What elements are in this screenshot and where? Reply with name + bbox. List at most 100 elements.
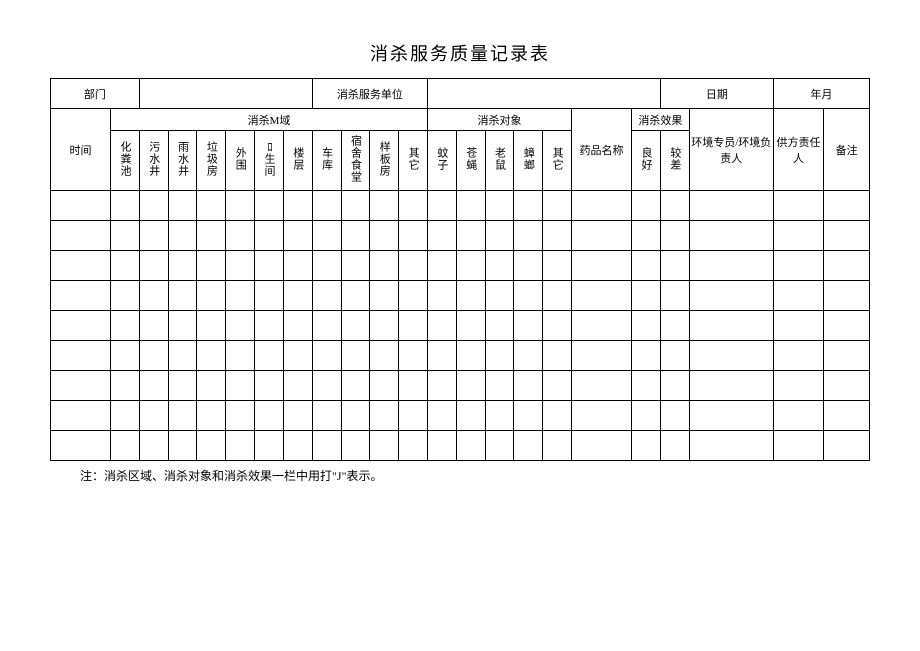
table-cell xyxy=(543,281,572,311)
table-cell xyxy=(485,431,514,461)
table-cell xyxy=(543,431,572,461)
table-cell xyxy=(689,311,773,341)
table-cell xyxy=(341,191,370,221)
table-cell xyxy=(427,341,456,371)
table-cell xyxy=(824,221,870,251)
dept-value xyxy=(139,79,312,109)
table-cell xyxy=(485,221,514,251)
table-cell xyxy=(456,221,485,251)
table-cell xyxy=(312,371,341,401)
table-cell xyxy=(51,281,111,311)
table-cell xyxy=(139,251,168,281)
table-cell xyxy=(773,341,823,371)
table-cell xyxy=(824,191,870,221)
table-cell xyxy=(456,311,485,341)
table-cell xyxy=(824,371,870,401)
table-cell xyxy=(168,401,197,431)
table-row xyxy=(51,431,870,461)
table-cell xyxy=(632,311,661,341)
table-cell xyxy=(399,371,428,401)
table-cell xyxy=(824,251,870,281)
table-cell xyxy=(341,371,370,401)
table-cell xyxy=(226,341,255,371)
table-cell xyxy=(283,221,312,251)
table-cell xyxy=(689,251,773,281)
table-cell xyxy=(139,431,168,461)
table-cell xyxy=(660,311,689,341)
table-cell xyxy=(660,191,689,221)
table-cell xyxy=(572,221,632,251)
table-cell xyxy=(543,401,572,431)
table-cell xyxy=(111,251,140,281)
table-cell xyxy=(111,401,140,431)
table-cell xyxy=(485,401,514,431)
table-cell xyxy=(341,401,370,431)
table-cell xyxy=(111,371,140,401)
table-row xyxy=(51,341,870,371)
table-cell xyxy=(572,251,632,281)
table-cell xyxy=(427,191,456,221)
table-cell xyxy=(255,401,284,431)
table-cell xyxy=(226,281,255,311)
table-cell xyxy=(168,251,197,281)
table-cell xyxy=(514,371,543,401)
table-cell xyxy=(824,281,870,311)
table-cell xyxy=(370,431,399,461)
table-cell xyxy=(341,311,370,341)
table-cell xyxy=(226,311,255,341)
table-row xyxy=(51,371,870,401)
table-cell xyxy=(197,251,226,281)
table-cell xyxy=(283,371,312,401)
table-cell xyxy=(632,401,661,431)
table-cell xyxy=(543,191,572,221)
table-cell xyxy=(543,221,572,251)
table-cell xyxy=(689,371,773,401)
table-cell xyxy=(773,251,823,281)
page-title: 消杀服务质量记录表 xyxy=(50,40,870,66)
table-cell xyxy=(370,401,399,431)
footnote: 注：消杀区域、消杀对象和消杀效果一栏中用打"J"表示。 xyxy=(80,467,870,484)
table-cell xyxy=(370,371,399,401)
table-cell xyxy=(226,431,255,461)
table-cell xyxy=(111,341,140,371)
table-row xyxy=(51,281,870,311)
table-cell xyxy=(773,191,823,221)
table-cell xyxy=(312,311,341,341)
area-col-3: 垃圾房 xyxy=(197,131,226,191)
table-row xyxy=(51,401,870,431)
table-cell xyxy=(773,221,823,251)
table-cell xyxy=(773,371,823,401)
table-cell xyxy=(226,401,255,431)
table-cell xyxy=(370,191,399,221)
table-cell xyxy=(632,431,661,461)
table-cell xyxy=(514,311,543,341)
table-cell xyxy=(543,371,572,401)
table-cell xyxy=(427,431,456,461)
table-cell xyxy=(456,401,485,431)
table-cell xyxy=(255,341,284,371)
effect-col-1: 较差 xyxy=(660,131,689,191)
table-cell xyxy=(51,431,111,461)
table-cell xyxy=(660,221,689,251)
table-cell xyxy=(689,431,773,461)
table-cell xyxy=(370,341,399,371)
table-cell xyxy=(824,401,870,431)
table-cell xyxy=(824,431,870,461)
table-cell xyxy=(341,341,370,371)
table-cell xyxy=(312,281,341,311)
table-cell xyxy=(226,221,255,251)
table-cell xyxy=(660,401,689,431)
table-row xyxy=(51,311,870,341)
table-cell xyxy=(824,341,870,371)
table-cell xyxy=(197,221,226,251)
target-col-3: 蟑螂 xyxy=(514,131,543,191)
area-col-5: ﾛ生间 xyxy=(255,131,284,191)
table-cell xyxy=(111,221,140,251)
table-cell xyxy=(427,371,456,401)
col-remark: 备注 xyxy=(824,109,870,191)
table-cell xyxy=(543,251,572,281)
table-row xyxy=(51,191,870,221)
table-cell xyxy=(632,251,661,281)
table-cell xyxy=(51,191,111,221)
table-cell xyxy=(689,281,773,311)
